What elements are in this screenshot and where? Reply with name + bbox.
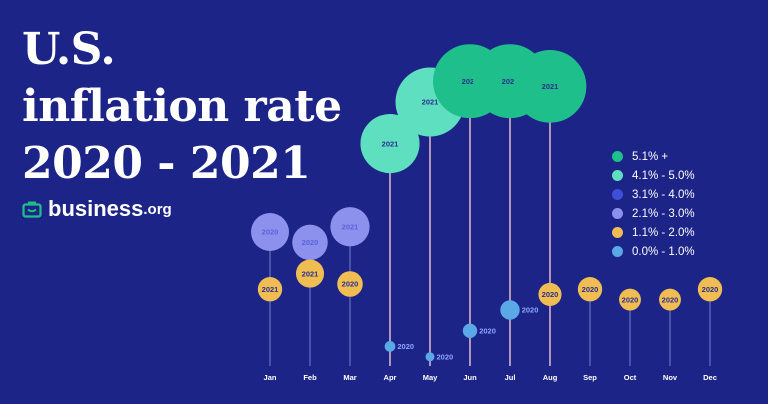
bubble-2020 — [538, 282, 562, 306]
title-line-1: U.S. — [22, 24, 116, 75]
month-label: Jan — [264, 373, 277, 382]
legend-item: 1.1% - 2.0% — [612, 223, 695, 242]
bubble-year-label: 2020 — [622, 295, 639, 304]
month-label: Apr — [384, 373, 397, 382]
bubble-year-label: 2021 — [462, 77, 479, 86]
bubble-year-label: 2020 — [342, 280, 359, 289]
legend-item: 4.1% - 5.0% — [612, 166, 695, 185]
bubble-year-label: 2021 — [542, 82, 559, 91]
business-org-logo: business .org — [22, 196, 172, 222]
legend-label: 4.1% - 5.0% — [632, 169, 695, 182]
logo-tld: .org — [143, 200, 172, 218]
legend-swatch — [612, 170, 623, 181]
bubble-year-label: 2021 — [262, 285, 279, 294]
bubble-2021 — [330, 207, 370, 247]
bubble-year-label: 2021 — [422, 98, 439, 107]
bubble-year-label: 2020 — [302, 238, 319, 247]
legend-label: 3.1% - 4.0% — [632, 188, 695, 201]
bubble-2021 — [360, 114, 420, 174]
month-label: Jul — [505, 373, 516, 382]
bubble-year-label: 2020 — [397, 342, 414, 351]
month-label: Jun — [463, 373, 477, 382]
legend-item: 2.1% - 3.0% — [612, 204, 695, 223]
month-label: Dec — [703, 373, 717, 382]
legend-swatch — [612, 151, 623, 162]
bubble-year-label: 2021 — [342, 223, 359, 232]
month-label: Feb — [303, 373, 317, 382]
bubble-year-label: 2021 — [302, 269, 319, 278]
bubble-year-label: 2020 — [582, 285, 599, 294]
bubble-year-label: 2020 — [522, 306, 539, 315]
legend-label: 2.1% - 3.0% — [632, 207, 695, 220]
legend-item: 0.0% - 1.0% — [612, 242, 695, 261]
bubble-2020 — [697, 277, 723, 302]
bubble-2020 — [577, 277, 603, 302]
bubble-2020 — [337, 271, 363, 297]
bubble-2021 — [257, 277, 283, 302]
bubble-2020 — [659, 288, 681, 311]
logo-brand: business — [48, 196, 144, 221]
legend-swatch — [612, 227, 623, 238]
bubble-2020 — [462, 323, 478, 339]
bubble-2020 — [292, 224, 328, 261]
bubble-2020 — [384, 341, 396, 352]
month-label: Sep — [583, 373, 597, 382]
legend: 5.1% + 4.1% - 5.0% 3.1% - 4.0% 2.1% - 3.0% 1… — [612, 147, 695, 261]
bubble-year-label: 2020 — [437, 352, 454, 361]
bubble-year-label: 2020 — [662, 295, 679, 304]
legend-swatch — [612, 189, 623, 200]
legend-label: 5.1% + — [632, 150, 669, 163]
month-label: Nov — [663, 373, 678, 382]
bubble-2020 — [500, 300, 520, 320]
bubble-year-label: 2020 — [262, 228, 279, 237]
bubble-2021 — [513, 50, 587, 123]
bubble-year-label: 2021 — [502, 77, 519, 86]
month-label: May — [423, 373, 438, 382]
bubble-2020 — [619, 288, 641, 311]
bubble-year-label: 2020 — [542, 290, 559, 299]
bubble-year-label: 2020 — [702, 285, 719, 294]
month-label: Oct — [624, 373, 637, 382]
month-label: Mar — [343, 373, 356, 382]
bubble-2020 — [251, 213, 289, 251]
bubble-year-label: 2021 — [382, 139, 399, 148]
briefcase-icon — [22, 201, 42, 218]
legend-label: 0.0% - 1.0% — [632, 245, 695, 258]
title-line-2: inflation rate — [22, 81, 342, 132]
bubble-2021 — [295, 259, 325, 288]
legend-swatch — [612, 208, 623, 219]
bubble-year-label: 2020 — [479, 326, 496, 335]
bubble-2020 — [425, 352, 435, 362]
legend-swatch — [612, 246, 623, 257]
month-label: Aug — [543, 373, 558, 382]
legend-label: 1.1% - 2.0% — [632, 226, 695, 239]
legend-item: 3.1% - 4.0% — [612, 185, 695, 204]
legend-item: 5.1% + — [612, 147, 695, 166]
title-line-3: 2020 - 2021 — [22, 138, 311, 189]
